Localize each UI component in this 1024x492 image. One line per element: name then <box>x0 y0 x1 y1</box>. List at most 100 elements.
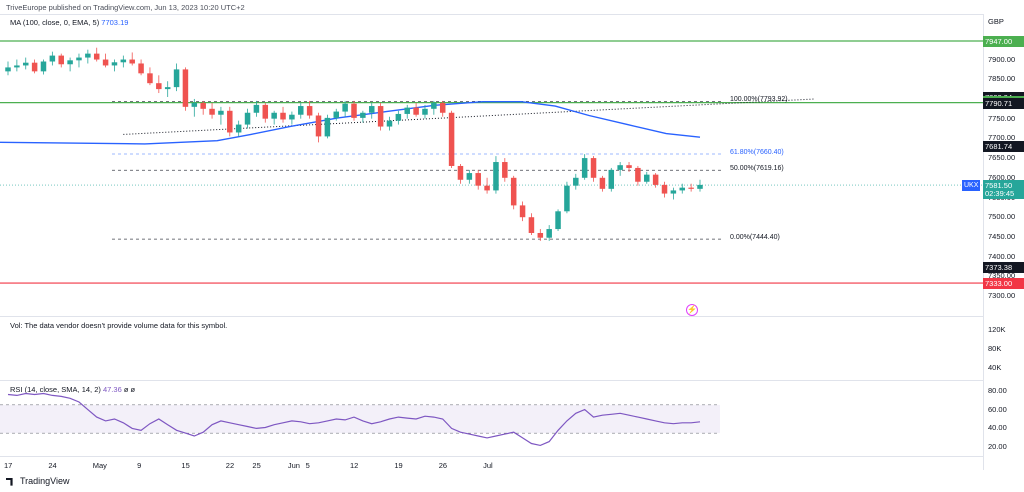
candle-body <box>688 187 694 189</box>
symbol-tag: UKX <box>962 180 981 191</box>
price-axis-label: 7581.50 <box>983 180 1024 192</box>
top-divider <box>0 14 983 15</box>
time-tick-label: 9 <box>137 461 142 470</box>
price-axis-label: 7681.74 <box>983 140 1024 152</box>
volume-tick-label: 120K <box>988 325 1006 334</box>
price-tick-label: 7600.00 <box>988 172 1016 182</box>
candle-body <box>93 53 100 60</box>
time-tick-label: 17 <box>4 461 13 470</box>
fib-level-label: 50.00%(7619.16) <box>730 165 784 173</box>
candle-body <box>528 217 535 233</box>
candle-body <box>351 103 357 118</box>
candle-body <box>271 112 277 119</box>
ma-line <box>0 100 701 145</box>
candle-body <box>697 184 703 189</box>
candle-body <box>333 111 340 118</box>
candle-body <box>31 62 38 72</box>
rsi-legend[interactable]: RSI (14, close, SMA, 14, 2) 47.36 ø ø <box>10 385 135 394</box>
footer-brand[interactable]: TradingView <box>6 476 70 486</box>
rsi-line <box>7 392 701 447</box>
ma-legend-value: 7703.19 <box>101 18 129 27</box>
time-tick-label: 12 <box>350 461 359 470</box>
volume-legend: Vol: The data vendor doesn't provide vol… <box>10 321 228 330</box>
rsi-tick-label: 20.00 <box>988 442 1007 452</box>
price-axis[interactable] <box>983 14 1024 470</box>
candle-body <box>617 165 623 170</box>
candle-body <box>670 190 677 194</box>
currency-label: GBP <box>988 17 1004 26</box>
candle-body <box>298 106 304 115</box>
candle-body <box>599 177 606 189</box>
price-tick-label: 7700.00 <box>988 133 1016 143</box>
rsi-legend-value: 47.36 <box>102 385 122 394</box>
candle-body <box>608 169 615 189</box>
time-tick-label: 25 <box>252 461 261 470</box>
candle-body <box>85 53 91 58</box>
candle-body <box>484 185 490 191</box>
candle-body <box>555 211 561 230</box>
lightning-icon[interactable]: ⚡ <box>686 304 698 316</box>
price-tick-label: 7300.00 <box>988 291 1016 301</box>
published-header: TriveEurope published on TradingView.com… <box>6 3 245 12</box>
candle-body <box>102 59 109 66</box>
main-pane-divider[interactable] <box>0 316 983 317</box>
candle-body <box>360 112 366 118</box>
time-tick-label: 19 <box>394 461 403 470</box>
candle-body <box>289 114 295 120</box>
candle-body <box>67 60 73 65</box>
candle-body <box>386 120 393 127</box>
time-tick-label: Jul <box>483 461 493 470</box>
ma-legend[interactable]: MA (100, close, 0, EMA, 5) 7703.19 <box>10 18 128 27</box>
candle-body <box>377 106 384 127</box>
price-tick-label: 7850.00 <box>988 74 1016 84</box>
candle-body <box>227 110 233 133</box>
candle-body <box>581 158 588 178</box>
time-tick-label: 26 <box>438 461 448 470</box>
fib-level-label: 100.00%(7793.92) <box>730 96 788 104</box>
candle-body <box>590 158 597 178</box>
ma-legend-label: MA (100, close, 0, EMA, 5) <box>10 18 100 27</box>
candle-body <box>537 232 544 238</box>
candle-body <box>342 103 348 112</box>
time-tick-label: 24 <box>48 461 57 470</box>
candle-body <box>49 55 56 62</box>
time-tick-label: May <box>92 461 107 470</box>
candle-body <box>40 61 47 72</box>
price-axis-label: 02:39:45 <box>983 187 1024 199</box>
volume-pane-divider[interactable] <box>0 380 983 381</box>
rsi-tick-label: 60.00 <box>988 404 1007 414</box>
candle-body <box>493 162 499 191</box>
rsi-tick-label: 40.00 <box>988 423 1007 433</box>
candle-body <box>475 173 481 186</box>
candle-body <box>368 106 375 113</box>
candle-body <box>626 165 632 168</box>
volume-tick-label: 80K <box>988 344 1002 353</box>
chart-canvas[interactable] <box>0 0 983 470</box>
candle-body <box>164 87 171 90</box>
candle-body <box>439 102 446 113</box>
candle-body <box>111 62 118 66</box>
candle-body <box>218 110 224 115</box>
price-axis-label: 7790.71 <box>983 97 1024 109</box>
candle-body <box>280 112 286 120</box>
candle-body <box>191 102 198 107</box>
candle-body <box>644 174 650 182</box>
price-tick-label: 7650.00 <box>988 153 1016 163</box>
candle-body <box>173 69 180 88</box>
candle-body <box>253 104 260 113</box>
candle-body <box>209 108 215 115</box>
volume-tick-label: 40K <box>988 363 1002 372</box>
candle-body <box>679 187 686 191</box>
candle-body <box>324 117 331 137</box>
price-tick-label: 7350.00 <box>988 271 1016 281</box>
candle-body <box>262 104 269 119</box>
candle-body <box>466 173 473 180</box>
candle-body <box>14 65 20 68</box>
candle-body <box>182 69 189 107</box>
candle-body <box>413 107 419 115</box>
rsi-legend-extra: ø ø <box>123 385 136 394</box>
fib-level-label: 61.80%(7660.40) <box>730 148 784 156</box>
candle-body <box>431 102 437 109</box>
candle-body <box>138 63 144 74</box>
candle-body <box>235 124 242 133</box>
